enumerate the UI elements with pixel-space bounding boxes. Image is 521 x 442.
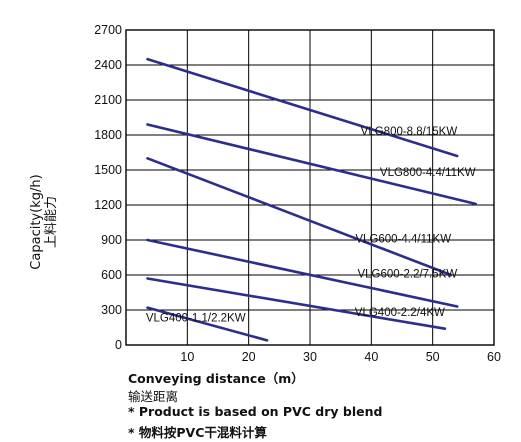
series-line: [146, 306, 269, 342]
x-tick-label: 20: [242, 350, 256, 364]
axes: 0 300 600 900 1200 1500 1800 2100 2400 2700 10 20 30…: [94, 23, 501, 364]
product-note-cn: * 物料按PVC干混料计算: [128, 425, 267, 440]
series-line: [146, 57, 459, 158]
series-lines: [146, 57, 477, 342]
y-axis-label-cn: 上料能力: [44, 196, 59, 249]
series-line: [146, 238, 459, 308]
x-axis-label: Conveying distance（m）: [128, 371, 304, 386]
x-tick-label: 10: [180, 350, 194, 364]
series-label: VLG400-1.1/2.2KW: [146, 313, 246, 325]
y-tick-label: 2400: [94, 58, 122, 72]
series-label: VLG800-8.8/15KW: [361, 126, 458, 138]
series-line: [146, 277, 447, 330]
y-tick-label: 2700: [94, 23, 122, 37]
plot-frame: [125, 29, 495, 346]
y-tick-label: 1200: [94, 198, 122, 212]
series-line: [146, 123, 477, 206]
y-tick-label: 0: [115, 338, 122, 352]
y-tick-label: 600: [101, 268, 122, 282]
y-tick-label: 1800: [94, 128, 122, 142]
product-note: * Product is based on PVC dry blend: [128, 404, 383, 419]
y-tick-label: 2100: [94, 93, 122, 107]
series-label: VLG800-4.4/11KW: [380, 167, 476, 179]
series-label: VLG400-2.2/4KW: [355, 307, 445, 319]
series-line: [146, 157, 453, 277]
y-axis-label: Capacity(kg/h): [29, 174, 44, 270]
x-tick-label: 40: [364, 350, 378, 364]
grid: [126, 30, 494, 345]
series-label: VLG600-4.4/11KW: [355, 233, 451, 245]
series-label: VLG600-2.2/7.5KW: [357, 268, 457, 280]
y-tick-label: 300: [101, 303, 122, 317]
y-tick-label: 1500: [94, 163, 122, 177]
series-labels: VLG800-8.8/15KW VLG800-4.4/11KW VLG600-4.4…: [146, 126, 476, 325]
x-tick-label: 30: [303, 350, 317, 364]
x-tick-label: 60: [487, 350, 501, 364]
y-axis-title: Capacity(kg/h) 上料能力: [29, 137, 59, 307]
x-axis-label-cn: 输送距离: [128, 389, 179, 404]
y-tick-label: 900: [101, 233, 122, 247]
x-tick-label: 50: [426, 350, 440, 364]
